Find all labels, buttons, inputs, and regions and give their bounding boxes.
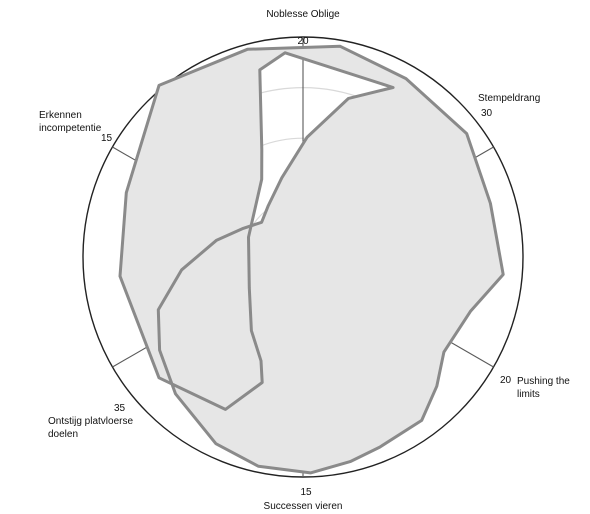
- category-label: Successen vieren: [264, 501, 343, 512]
- category-label-line: Stempeldrang: [478, 93, 540, 104]
- category-label: Noblesse Oblige: [266, 9, 340, 20]
- category-label-line: Ontstijg platvloerse: [48, 416, 133, 427]
- category-label-line: Pushing the: [517, 376, 570, 387]
- data-label: 20: [500, 375, 512, 386]
- category-label: Ontstijg platvloerse doelen: [48, 416, 133, 440]
- category-label: Stempeldrang: [478, 93, 540, 104]
- category-label-line: Successen vieren: [264, 501, 343, 512]
- category-label-line: limits: [517, 389, 540, 400]
- radar-series-area: [118, 44, 505, 475]
- data-label: 20: [297, 36, 309, 47]
- category-label-line: incompetentie: [39, 123, 102, 134]
- category-label-line: Erkennen: [39, 110, 82, 121]
- category-label-line: doelen: [48, 429, 78, 440]
- category-label: Erkennen incompetentie: [39, 110, 102, 134]
- data-label: 35: [114, 403, 126, 414]
- category-label: Pushing the limits: [517, 376, 570, 400]
- data-label: 15: [101, 133, 113, 144]
- data-label: 30: [481, 108, 493, 119]
- data-label: 15: [300, 487, 312, 498]
- category-label-line: Noblesse Oblige: [266, 9, 340, 20]
